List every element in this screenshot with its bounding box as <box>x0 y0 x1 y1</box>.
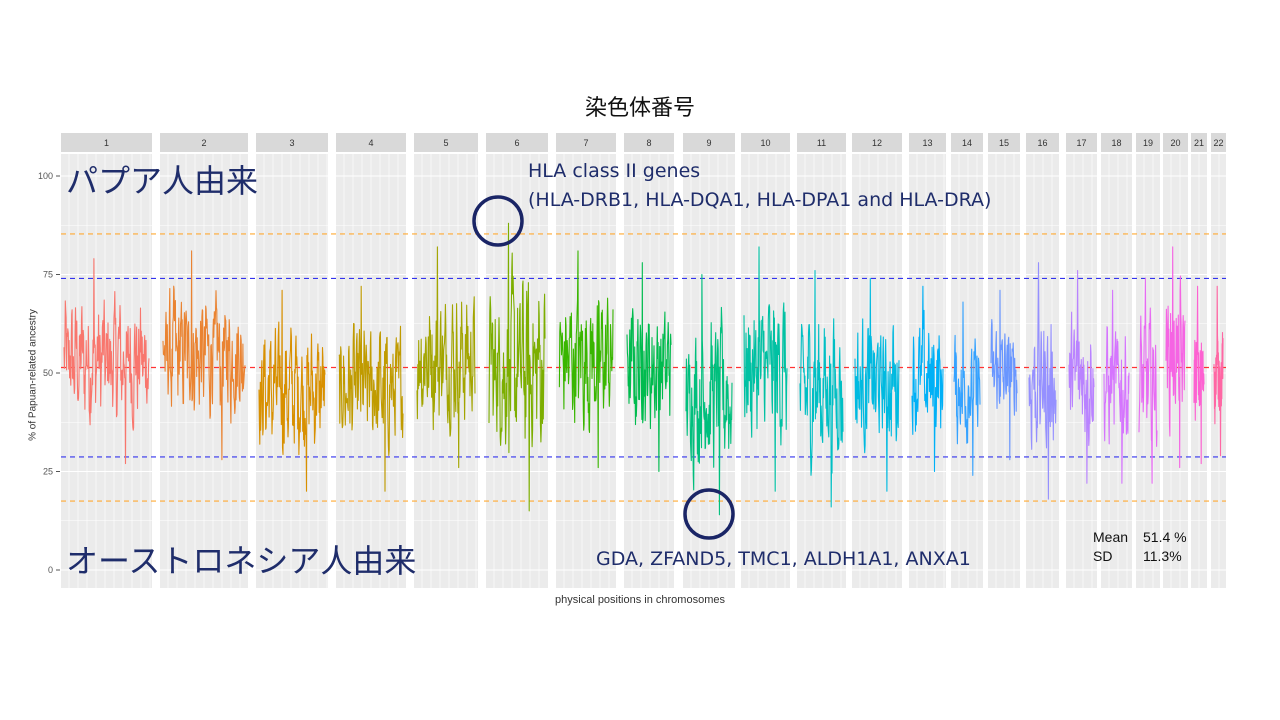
chart-title: 染色体番号 <box>584 96 695 121</box>
facet-strip-7 <box>556 133 616 152</box>
mean-label: Mean <box>1093 529 1129 545</box>
series-line-chr4 <box>338 285 404 492</box>
y-tick-label-0: 0 <box>48 565 53 575</box>
facet-label-11: 11 <box>817 138 826 148</box>
facet-label-14: 14 <box>962 138 972 148</box>
series-line-chr6 <box>488 222 546 512</box>
low-ancestry-highlight-circle <box>683 488 735 540</box>
series-line-chr14 <box>953 301 981 476</box>
facet-strip-2 <box>160 133 248 152</box>
facet-label-2: 2 <box>201 138 206 148</box>
facet-strip-15 <box>988 133 1020 152</box>
mean-value: 51.4 % <box>1143 529 1187 545</box>
series-line-chr7 <box>558 250 614 469</box>
sd-value: 11.3% <box>1143 548 1182 564</box>
facet-label-7: 7 <box>583 138 588 148</box>
facet-strip-12 <box>852 133 902 152</box>
series-line-chr5 <box>416 246 476 469</box>
facet-strip-11 <box>797 133 846 152</box>
facet-strip-18 <box>1101 133 1132 152</box>
facet-label-15: 15 <box>999 138 1009 148</box>
series-line-chr11 <box>799 270 844 508</box>
series-line-chr10 <box>743 246 788 492</box>
facet-strip-8 <box>624 133 674 152</box>
facet-strip-5 <box>414 133 478 152</box>
series-line-chr21 <box>1193 285 1205 465</box>
papuan-origin-label: パプア人由来 <box>66 162 259 200</box>
series-line-chr15 <box>990 289 1018 461</box>
x-axis-label: physical positions in chromosomes <box>555 594 725 606</box>
series-line-chr20 <box>1165 246 1186 469</box>
facet-label-8: 8 <box>646 138 651 148</box>
facet-strip-13 <box>909 133 946 152</box>
stats-box: Mean 51.4 % SD 11.3% <box>1093 528 1187 566</box>
facet-label-16: 16 <box>1037 138 1047 148</box>
mean-row: Mean 51.4 % <box>1093 528 1187 547</box>
series-line-chr13 <box>911 285 944 473</box>
sd-row: SD 11.3% <box>1093 547 1187 566</box>
facet-strip-3 <box>256 133 328 152</box>
y-axis-label: % of Papuan-related ancestry <box>27 309 39 441</box>
facet-label-12: 12 <box>872 138 882 148</box>
series-line-chr19 <box>1138 277 1158 484</box>
low-ancestry-genes: GDA, ZFAND5, TMC1, ALDH1A1, ANXA1 <box>596 548 971 570</box>
facet-label-19: 19 <box>1143 138 1153 148</box>
series-line-chr18 <box>1103 289 1130 484</box>
facet-strip-21 <box>1191 133 1207 152</box>
facet-label-3: 3 <box>289 138 294 148</box>
series-line-chr2 <box>162 250 246 461</box>
series-line-chr12 <box>854 277 900 492</box>
series-line-chr22 <box>1213 285 1224 457</box>
series-line-chr1 <box>63 258 150 465</box>
facet-strip-9 <box>683 133 735 152</box>
y-tick-label-75: 75 <box>43 270 53 280</box>
facet-label-5: 5 <box>443 138 448 148</box>
austronesian-origin-label: オーストロネシア人由来 <box>66 542 417 580</box>
series-line-chr3 <box>258 289 326 492</box>
facet-label-17: 17 <box>1076 138 1086 148</box>
facet-label-18: 18 <box>1111 138 1121 148</box>
y-tick-label-100: 100 <box>38 171 53 181</box>
series-line-chr17 <box>1068 270 1095 484</box>
facet-strip-1 <box>61 133 152 152</box>
series-line-chr16 <box>1028 262 1057 500</box>
facet-strip-14 <box>951 133 983 152</box>
facet-label-1: 1 <box>104 138 109 148</box>
facet-strip-22 <box>1211 133 1226 152</box>
hla-highlight-circle <box>472 195 524 247</box>
facet-label-13: 13 <box>922 138 932 148</box>
facet-label-4: 4 <box>368 138 373 148</box>
sd-label: SD <box>1093 548 1113 564</box>
facet-strip-20 <box>1163 133 1188 152</box>
series-line-chr8 <box>626 262 672 473</box>
hla-annotation-title: HLA class II genes <box>528 160 701 182</box>
facet-strip-10 <box>741 133 790 152</box>
facet-strip-4 <box>336 133 406 152</box>
series-line-chr9 <box>685 273 733 516</box>
facet-strip-17 <box>1066 133 1097 152</box>
facet-label-10: 10 <box>760 138 770 148</box>
y-tick-label-50: 50 <box>43 368 53 378</box>
y-tick-label-25: 25 <box>43 467 53 477</box>
facet-label-6: 6 <box>514 138 519 148</box>
facet-label-21: 21 <box>1194 138 1204 148</box>
facet-label-22: 22 <box>1213 138 1223 148</box>
facet-strip-16 <box>1026 133 1059 152</box>
facet-panel-16 <box>1026 154 1059 588</box>
facet-strip-6 <box>486 133 548 152</box>
hla-annotation-genes: (HLA-DRB1, HLA-DQA1, HLA-DPA1 and HLA-DR… <box>528 189 992 211</box>
facet-label-9: 9 <box>706 138 711 148</box>
facet-label-20: 20 <box>1170 138 1180 148</box>
facet-strip-19 <box>1136 133 1160 152</box>
